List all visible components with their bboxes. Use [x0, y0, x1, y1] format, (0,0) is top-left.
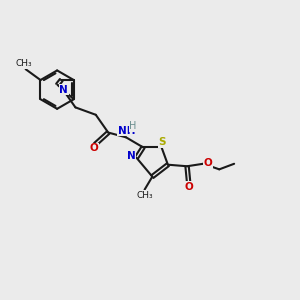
- Text: H: H: [129, 122, 136, 131]
- Text: S: S: [158, 137, 166, 147]
- Text: CH₃: CH₃: [16, 59, 32, 68]
- Text: O: O: [89, 143, 98, 153]
- Text: O: O: [203, 158, 212, 168]
- Text: N: N: [127, 151, 135, 161]
- Text: NH: NH: [118, 125, 135, 136]
- Text: CH₃: CH₃: [136, 191, 153, 200]
- Text: N: N: [59, 85, 68, 94]
- Text: O: O: [184, 182, 193, 192]
